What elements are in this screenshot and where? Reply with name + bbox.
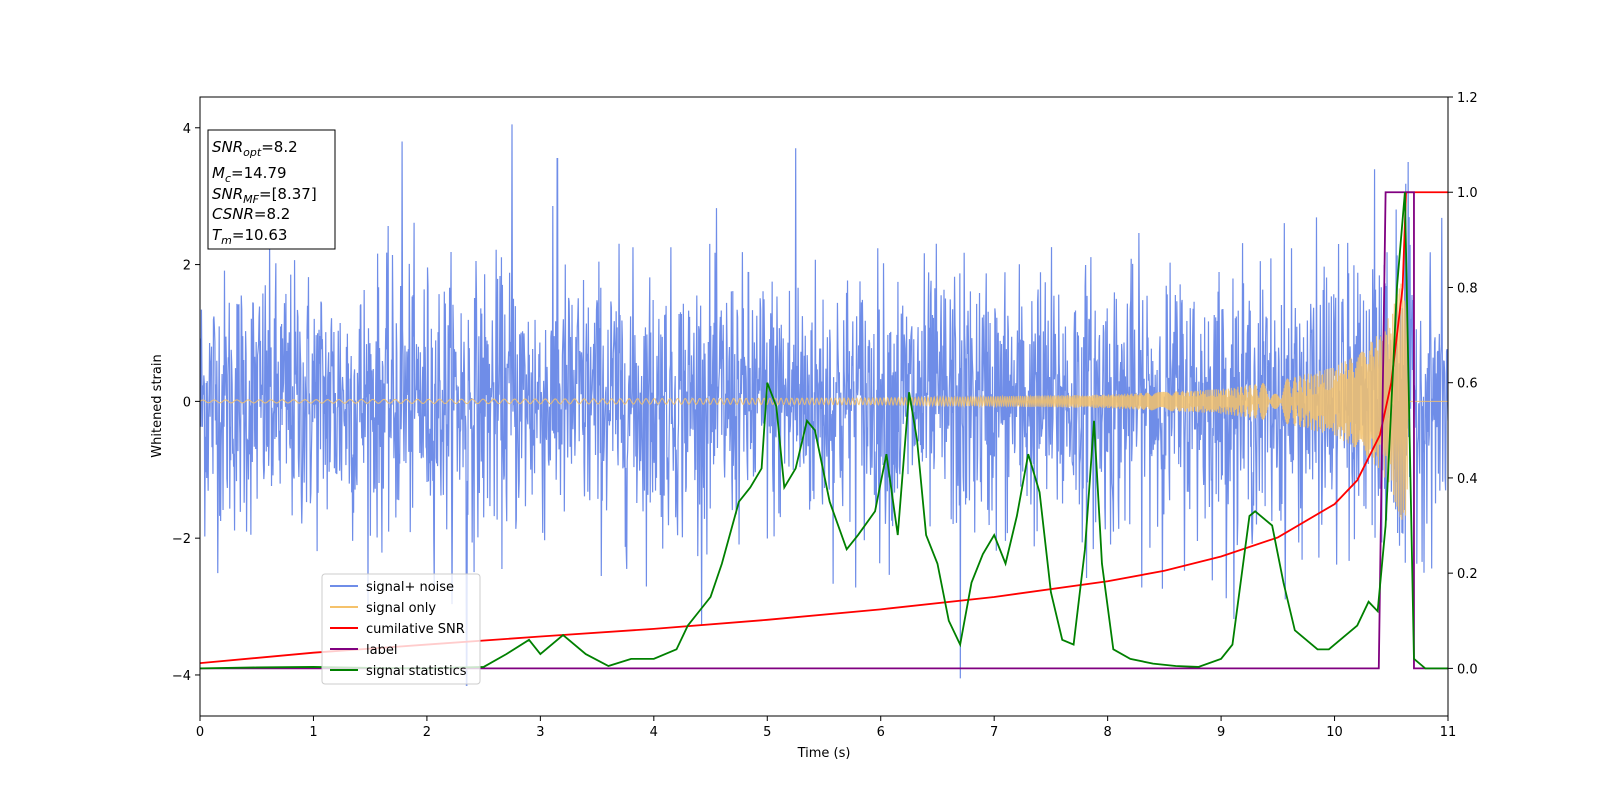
y-right-tick-label: 0.6 bbox=[1457, 377, 1478, 392]
x-tick-label: 7 bbox=[990, 725, 998, 740]
x-tick-label: 9 bbox=[1217, 725, 1225, 740]
y-left-tick-label: 4 bbox=[183, 122, 191, 137]
series-signal-statistics bbox=[200, 192, 1448, 670]
annotation-tm: Tm=10.63 bbox=[212, 226, 287, 247]
legend: signal+ noise signal only cumilative SNR… bbox=[321, 573, 481, 685]
annotation-snr-mf: SNRMF=[8.37] bbox=[212, 185, 317, 206]
legend-label-signal-statistics: signal statistics bbox=[366, 664, 467, 679]
x-tick-label: 11 bbox=[1440, 725, 1457, 740]
annotation-box: SNRopt=8.2 Mc=14.79 SNRMF=[8.37] CSNR=8.… bbox=[207, 129, 336, 250]
ticks: 0 1 2 3 4 5 6 7 8 9 10 11 4 2 0 −2 −4 1.2 1.0 0.8 0.6 0.4 0.2 0… bbox=[172, 91, 1478, 740]
y-right-tick-label: 0.8 bbox=[1457, 281, 1478, 296]
y-right-tick-label: 1.2 bbox=[1457, 91, 1478, 106]
x-tick-label: 2 bbox=[423, 725, 431, 740]
legend-label-label: label bbox=[366, 643, 397, 658]
series-signal-only bbox=[200, 283, 1448, 520]
axes-frame bbox=[199, 96, 1449, 717]
plot-area bbox=[200, 124, 1448, 686]
y-left-tick-label: −2 bbox=[172, 532, 191, 547]
y-right-tick-label: 0.2 bbox=[1457, 567, 1478, 582]
legend-label-signal-only: signal only bbox=[366, 601, 436, 616]
x-axis-label: Time (s) bbox=[797, 746, 851, 761]
y-right-tick-label: 0.0 bbox=[1457, 662, 1478, 677]
x-tick-label: 10 bbox=[1326, 725, 1343, 740]
annotation-snr-opt: SNRopt=8.2 bbox=[212, 138, 298, 159]
x-tick-label: 1 bbox=[309, 725, 317, 740]
x-tick-label: 0 bbox=[196, 725, 204, 740]
y-left-tick-label: −4 bbox=[172, 669, 191, 684]
x-tick-label: 8 bbox=[1103, 725, 1111, 740]
y-right-tick-label: 1.0 bbox=[1457, 186, 1478, 201]
legend-label-signal-noise: signal+ noise bbox=[366, 580, 454, 595]
x-tick-label: 6 bbox=[877, 725, 885, 740]
y-right-tick-label: 0.4 bbox=[1457, 472, 1478, 487]
x-tick-label: 3 bbox=[536, 725, 544, 740]
series-signal-noise bbox=[200, 124, 1448, 686]
series-cumulative-snr bbox=[200, 191, 1448, 665]
annotation-frame bbox=[207, 129, 336, 250]
annotation-mc: Mc=14.79 bbox=[212, 164, 287, 185]
x-tick-label: 5 bbox=[763, 725, 771, 740]
x-tick-label: 4 bbox=[650, 725, 658, 740]
y-left-tick-label: 0 bbox=[183, 395, 191, 410]
legend-label-cumulative-snr: cumilative SNR bbox=[366, 622, 465, 637]
y-axis-label: Whitened strain bbox=[150, 354, 165, 457]
series-label bbox=[200, 191, 1448, 670]
legend-frame bbox=[321, 573, 481, 685]
y-left-tick-label: 2 bbox=[183, 259, 191, 274]
annotation-csnr: CSNR=8.2 bbox=[212, 205, 290, 223]
